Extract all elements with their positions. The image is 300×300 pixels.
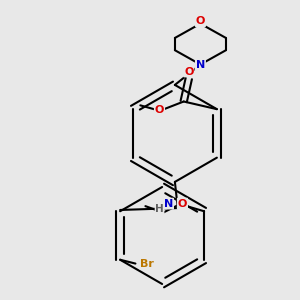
Text: O: O [196, 16, 205, 26]
Text: N: N [164, 199, 173, 208]
Text: N: N [196, 59, 205, 70]
Text: O: O [178, 199, 187, 208]
Text: O: O [155, 105, 164, 115]
Text: Br: Br [140, 259, 154, 269]
Text: H: H [155, 204, 164, 214]
Text: O: O [184, 67, 194, 76]
